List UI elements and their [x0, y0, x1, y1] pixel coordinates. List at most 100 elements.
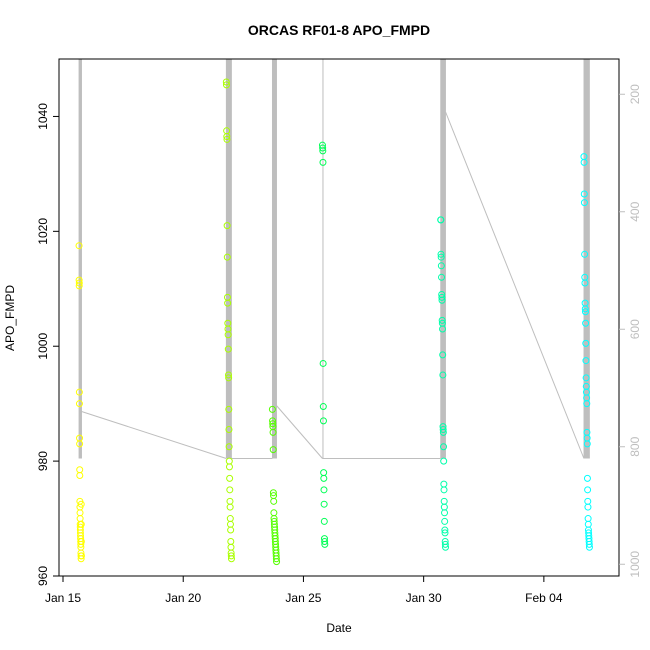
data-point: [75, 242, 83, 250]
x-tick-label: Jan 30: [406, 591, 442, 605]
data-point: [439, 325, 447, 333]
data-point: [226, 486, 234, 494]
y2-tick-label: 1000: [628, 551, 642, 578]
data-point: [226, 520, 234, 528]
y-tick-label: 980: [36, 451, 50, 471]
data-point: [440, 503, 448, 511]
y-tick-label: 960: [36, 566, 50, 586]
data-point: [76, 515, 84, 523]
x-tick-label: Jan 20: [165, 591, 201, 605]
data-point: [437, 216, 445, 224]
y-tick-label: 1040: [36, 103, 50, 130]
data-point: [321, 538, 329, 546]
data-point: [223, 135, 231, 143]
data-point: [319, 144, 327, 152]
data-point: [584, 520, 592, 528]
data-point: [583, 400, 591, 408]
data-point: [223, 253, 231, 261]
y2-axis: 200 400 600 800 1000: [619, 84, 642, 578]
altitude-connector: [445, 111, 585, 459]
data-point: [77, 500, 85, 508]
data-point: [438, 273, 446, 281]
data-point: [225, 443, 233, 451]
data-point: [77, 520, 85, 528]
data-point: [77, 538, 85, 546]
data-point: [437, 250, 445, 258]
data-point: [442, 543, 450, 551]
data-point: [321, 540, 329, 548]
data-point: [320, 469, 328, 477]
data-point: [225, 374, 233, 382]
data-point: [320, 486, 328, 494]
data-point: [580, 199, 588, 207]
data-point: [441, 509, 449, 517]
data-point: [227, 543, 235, 551]
data-point: [319, 147, 327, 155]
data-point: [226, 474, 234, 482]
data-point: [224, 371, 232, 379]
data-point: [441, 529, 449, 537]
y2-tick-label: 400: [628, 201, 642, 221]
data-point: [582, 374, 590, 382]
data-point: [581, 305, 589, 313]
data-point: [580, 158, 588, 166]
data-point: [227, 552, 235, 560]
data-point: [583, 474, 591, 482]
data-point: [440, 486, 448, 494]
data-point: [441, 540, 449, 548]
y2-tick-label: 800: [628, 436, 642, 456]
data-point: [269, 489, 277, 497]
data-point: [320, 500, 328, 508]
data-point: [439, 426, 447, 434]
data-point: [581, 279, 589, 287]
data-point: [582, 357, 590, 365]
data-point: [584, 515, 592, 523]
data-point: [273, 558, 281, 566]
data-point: [584, 503, 592, 511]
data-point: [76, 509, 84, 517]
data-point: [272, 555, 280, 563]
data-point: [319, 158, 327, 166]
data-point: [227, 538, 235, 546]
data-point: [438, 293, 446, 301]
data-point: [225, 463, 233, 471]
data-point: [223, 133, 231, 141]
data-point: [227, 526, 235, 534]
y-axis-label: APO_FMPD: [3, 285, 17, 351]
data-point: [224, 299, 232, 307]
data-point: [583, 440, 591, 448]
altitude-connector: [276, 405, 323, 459]
data-point: [77, 552, 85, 560]
data-point: [224, 331, 232, 339]
data-point: [439, 428, 447, 436]
x-tick-label: Feb 04: [525, 591, 563, 605]
data-point: [581, 308, 589, 316]
data-point: [585, 543, 593, 551]
y2-tick-label: 200: [628, 84, 642, 104]
data-point: [226, 503, 234, 511]
data-point: [77, 540, 85, 548]
x-tick-label: Jan 25: [285, 591, 321, 605]
data-point: [75, 279, 83, 287]
data-point: [580, 190, 588, 198]
altitude-connector: [81, 411, 227, 459]
data-point: [439, 371, 447, 379]
data-point: [319, 417, 327, 425]
data-point: [584, 486, 592, 494]
data-point: [440, 497, 448, 505]
y-tick-label: 1020: [36, 218, 50, 245]
data-point: [441, 526, 449, 534]
data-point: [585, 540, 593, 548]
data-point: [438, 316, 446, 324]
y-axis: 960 980 1000 1020 1040: [36, 103, 59, 586]
data-point: [76, 440, 84, 448]
data-point: [75, 282, 83, 290]
y-tick-label: 1000: [36, 333, 50, 360]
data-point: [224, 345, 232, 353]
chart-title: ORCAS RF01-8 APO_FMPD: [248, 22, 430, 38]
data-point: [268, 405, 276, 413]
data-point: [77, 555, 85, 563]
data-point: [438, 296, 446, 304]
data-point: [320, 474, 328, 482]
